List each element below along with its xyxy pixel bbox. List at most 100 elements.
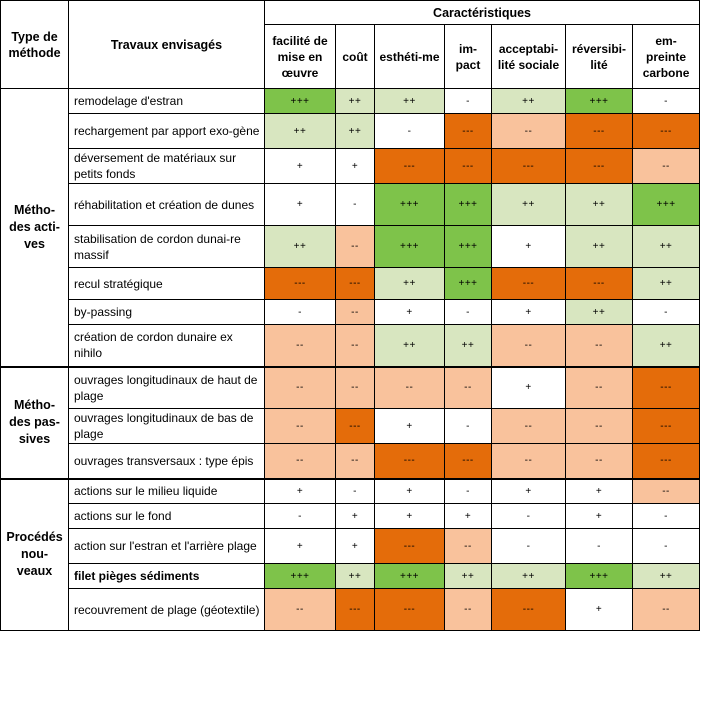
rating-cell: ++ — [631, 225, 701, 268]
work-name: ouvrages longitudinaux de haut de plage — [68, 365, 265, 409]
rating-cell: --- — [491, 588, 566, 631]
rating-cell: -- — [565, 443, 633, 479]
work-name: rechargement par apport exo-gène — [68, 113, 265, 149]
rating-cell: + — [444, 503, 492, 529]
table-row: action sur l'estran et l'arrière plage + +… — [1, 528, 701, 564]
work-name: action sur l'estran et l'arrière plage — [68, 528, 265, 564]
rating-cell: - — [264, 503, 336, 529]
table-row: stabilisation de cordon dunai-re massif +… — [1, 225, 701, 268]
table-row: Métho-des acti-ves remodelage d'estran +++… — [0, 88, 701, 367]
rating-cell: --- — [335, 267, 375, 300]
rating-cell: + — [565, 503, 633, 529]
rating-cell: +++ — [264, 563, 336, 589]
rating-cell: ++ — [264, 113, 336, 149]
work-name: filet pièges sédiments — [68, 563, 265, 589]
rating-cell: -- — [631, 477, 701, 504]
rating-cell: - — [374, 113, 445, 149]
rating-cell: - — [631, 503, 701, 529]
rating-cell: -- — [444, 528, 492, 564]
rating-cell: + — [491, 299, 566, 325]
rating-cell: -- — [565, 365, 633, 409]
method-group-label: Procédés nou-veaux — [0, 477, 69, 631]
rating-cell: -- — [631, 148, 701, 184]
work-name: stabilisation de cordon dunai-re massif — [68, 225, 265, 268]
column-header: em-preinte carbone — [631, 24, 701, 89]
column-header: facilité de mise en œuvre — [264, 24, 336, 89]
rating-cell: -- — [491, 113, 566, 149]
rating-cell: - — [491, 528, 566, 564]
rating-cell: ++ — [565, 299, 633, 325]
work-name: actions sur le milieu liquide — [68, 477, 265, 504]
table-row: ouvrages longitudinaux de bas de plage --… — [1, 408, 701, 444]
rating-cell: ++ — [374, 267, 445, 300]
rating-cell: ++ — [491, 88, 566, 114]
rating-cell: -- — [491, 324, 566, 367]
table-row: rechargement par apport exo-gène ++ ++ - ---… — [1, 113, 701, 149]
table-row: recul stratégique --- --- ++ +++ --- --- ++ — [1, 267, 701, 300]
rating-cell: - — [631, 299, 701, 325]
work-name: remodelage d'estran — [68, 88, 265, 114]
work-name: création de cordon dunaire ex nihilo — [68, 324, 265, 367]
rating-cell: --- — [444, 148, 492, 184]
rating-cell: - — [264, 299, 336, 325]
rating-cell: +++ — [444, 267, 492, 300]
table-row: by-passing - -- + - + ++ - — [1, 299, 701, 325]
rating-cell: -- — [444, 588, 492, 631]
work-name: actions sur le fond — [68, 503, 265, 529]
table-row: déversement de matériaux sur petits fond… — [1, 148, 701, 184]
rating-cell: --- — [374, 148, 445, 184]
table-row: ouvrages transversaux : type épis -- -- ---… — [1, 443, 701, 479]
rating-cell: + — [374, 477, 445, 504]
works-header: Travaux envisagés — [68, 0, 265, 89]
table-row: réhabilitation et création de dunes + - +++… — [1, 183, 701, 226]
work-name: recul stratégique — [68, 267, 265, 300]
rating-cell: -- — [491, 408, 566, 444]
work-name: déversement de matériaux sur petits fond… — [68, 148, 265, 184]
table-body: Métho-des acti-ves remodelage d'estran +++… — [0, 88, 701, 631]
rating-cell: + — [491, 477, 566, 504]
rating-cell: ++ — [631, 563, 701, 589]
rating-cell: --- — [565, 148, 633, 184]
rating-cell: - — [335, 183, 375, 226]
rating-cell: -- — [264, 408, 336, 444]
rating-cell: ++ — [335, 88, 375, 114]
method-type-header: Type de méthode — [0, 0, 69, 89]
table-row: Métho-des pas-sives ouvrages longitudinau… — [0, 365, 701, 479]
table-row: filet pièges sédiments +++ ++ +++ ++ ++ +++ ++ — [1, 563, 701, 589]
column-header-row: facilité de mise en œuvre coût esthéti-me i… — [1, 24, 701, 89]
rating-cell: - — [565, 528, 633, 564]
rating-cell: ++ — [335, 113, 375, 149]
characteristics-header: Caractéristiques — [263, 0, 701, 25]
rating-cell: --- — [335, 408, 375, 444]
work-name: by-passing — [68, 299, 265, 325]
rating-cell: --- — [374, 528, 445, 564]
rating-cell: + — [264, 477, 336, 504]
rating-cell: + — [264, 528, 336, 564]
rating-cell: + — [491, 365, 566, 409]
rating-cell: + — [335, 148, 375, 184]
rating-cell: --- — [631, 408, 701, 444]
rating-cell: + — [565, 477, 633, 504]
rating-cell: ++ — [444, 324, 492, 367]
rating-cell: + — [374, 408, 445, 444]
rating-cell: +++ — [565, 563, 633, 589]
rating-cell: + — [374, 503, 445, 529]
rating-cell: - — [631, 88, 701, 114]
table-row: Procédés nou-veaux actions sur le milieu … — [0, 477, 701, 631]
rating-cell: - — [444, 299, 492, 325]
rating-cell: -- — [491, 443, 566, 479]
rating-cell: -- — [374, 365, 445, 409]
work-name: recouvrement de plage (géotextile) — [68, 588, 265, 631]
rating-cell: ++ — [491, 183, 566, 226]
rating-cell: ++ — [264, 225, 336, 268]
rating-cell: --- — [264, 267, 336, 300]
method-group-label: Métho-des pas-sives — [0, 365, 69, 479]
rating-cell: --- — [631, 365, 701, 409]
rating-cell: + — [335, 528, 375, 564]
rating-cell: ++ — [565, 225, 633, 268]
rating-cell: --- — [491, 148, 566, 184]
rating-cell: -- — [264, 588, 336, 631]
rating-cell: +++ — [374, 225, 445, 268]
rating-cell: + — [565, 588, 633, 631]
rating-cell: -- — [335, 365, 375, 409]
